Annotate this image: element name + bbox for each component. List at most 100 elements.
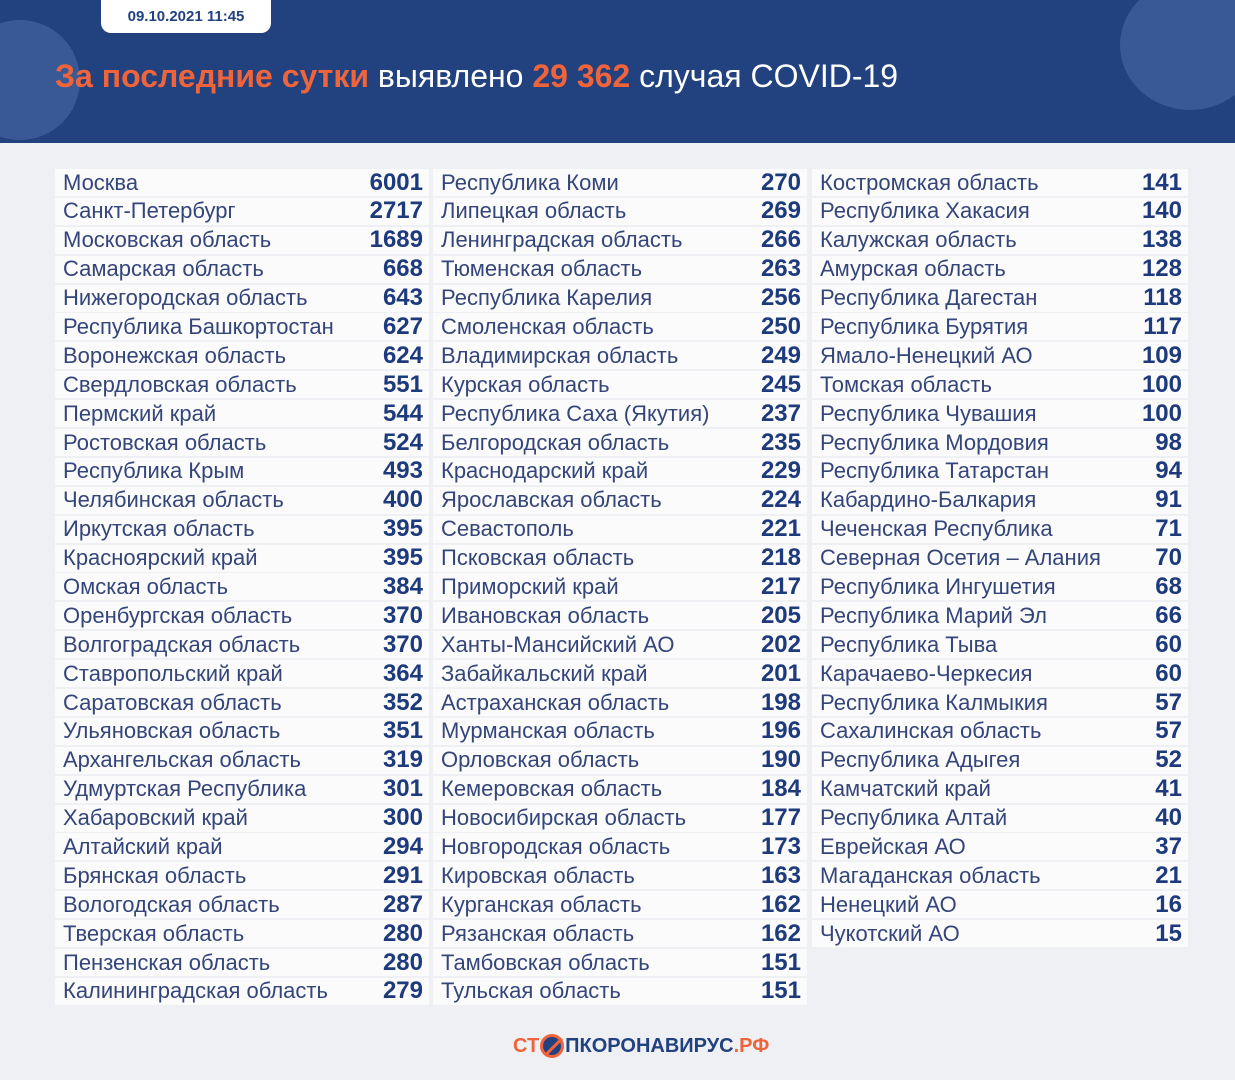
case-count: 279	[382, 977, 423, 1005]
region-name: Севастополь	[441, 516, 574, 542]
region-name: Краснодарский край	[441, 458, 649, 484]
region-name: Московская область	[63, 227, 272, 253]
region-name: Сахалинская область	[820, 718, 1042, 744]
case-count: 266	[760, 226, 801, 254]
case-count: 249	[760, 341, 801, 369]
region-column-1: Москва 6001 Санкт-Петербург 2717 Московская …	[55, 169, 429, 1007]
table-row: Республика Дагестан 118	[812, 284, 1188, 312]
case-count: 100	[1141, 399, 1182, 427]
case-count: 118	[1143, 284, 1182, 312]
region-name: Нижегородская область	[63, 285, 308, 311]
case-count: 1689	[369, 226, 423, 254]
table-row: Архангельская область 319	[55, 746, 429, 774]
case-count: 66	[1155, 601, 1182, 629]
table-row: Республика Хакасия 140	[812, 197, 1188, 225]
table-row: Хабаровский край 300	[55, 804, 429, 832]
region-name: Свердловская область	[63, 371, 297, 397]
case-count: 70	[1155, 544, 1182, 572]
table-row: Ленинградская область 266	[433, 226, 807, 254]
table-row: Волгоградская область 370	[55, 630, 429, 659]
case-count: 117	[1143, 312, 1182, 340]
case-count: 21	[1155, 861, 1182, 889]
table-row: Ярославская область 224	[433, 486, 807, 514]
case-count: 245	[760, 370, 801, 398]
header-banner: 09.10.2021 11:45 За последние сутки выяв…	[0, 0, 1235, 143]
case-count: 6001	[369, 168, 423, 196]
table-row: Псковская область 218	[433, 544, 807, 572]
table-row: Иркутская область 395	[55, 515, 429, 543]
case-count: 151	[760, 948, 801, 976]
region-name: Республика Ингушетия	[820, 573, 1056, 599]
case-count: 235	[760, 428, 801, 456]
region-name: Кемеровская область	[441, 776, 663, 802]
region-name: Алтайский край	[63, 833, 223, 859]
case-count: 395	[382, 544, 423, 572]
table-row: Республика Чувашия 100	[812, 399, 1188, 428]
region-name: Кировская область	[441, 862, 635, 888]
case-count: 300	[382, 804, 423, 832]
table-row: Томская область 100	[812, 371, 1188, 399]
case-count: 94	[1155, 457, 1182, 485]
region-name: Амурская область	[820, 256, 1006, 282]
table-row: Воронежская область 624	[55, 341, 429, 370]
case-count: 250	[760, 312, 801, 340]
region-name: Ульяновская область	[63, 718, 281, 744]
region-name: Новосибирская область	[441, 805, 687, 831]
case-count: 624	[382, 341, 423, 369]
region-name: Республика Алтай	[820, 805, 1008, 831]
case-count: 287	[382, 890, 423, 918]
virus-stop-icon	[540, 1034, 565, 1058]
region-name: Республика Карелия	[441, 285, 653, 311]
region-name: Чеченская Республика	[820, 516, 1053, 542]
case-count: 163	[760, 861, 801, 889]
table-row: Тамбовская область 151	[433, 948, 807, 977]
table-row: Астраханская область 198	[433, 689, 807, 717]
stopkoronavirus-logo: СТ ПКОРОНАВИРУС .РФ	[513, 1034, 770, 1058]
table-row: Республика Ингушетия 68	[812, 573, 1188, 601]
region-name: Калининградская область	[63, 978, 328, 1004]
table-row: Пензенская область 280	[55, 948, 429, 977]
region-name: Брянская область	[63, 862, 247, 888]
region-name: Кабардино-Балкария	[820, 487, 1037, 513]
region-name: Тюменская область	[441, 256, 643, 282]
region-name: Республика Марий Эл	[820, 602, 1047, 628]
region-column-2: Республика Коми 270 Липецкая область 269 Лен…	[433, 169, 807, 1007]
case-count: 370	[382, 630, 423, 658]
table-row: Республика Алтай 40	[812, 804, 1188, 832]
region-name: Костромская область	[820, 169, 1039, 195]
region-name: Вологодская область	[63, 891, 280, 917]
table-row: Чукотский АО 15	[812, 920, 1188, 948]
table-row: Забайкальский край 201	[433, 660, 807, 688]
table-row: Владимирская область 249	[433, 341, 807, 370]
case-count: 364	[382, 659, 423, 687]
case-count: 140	[1141, 197, 1182, 225]
region-name: Еврейская АО	[820, 833, 966, 859]
table-row: Санкт-Петербург 2717	[55, 197, 429, 225]
region-name: Республика Адыгея	[820, 747, 1021, 773]
table-row: Смоленская область 250	[433, 312, 807, 341]
region-name: Курганская область	[441, 891, 642, 917]
region-name: Карачаево-Черкесия	[820, 660, 1033, 686]
table-row: Тульская область 151	[433, 977, 807, 1005]
case-count: 280	[382, 948, 423, 976]
region-name: Воронежская область	[63, 342, 287, 368]
table-row: Курская область 245	[433, 370, 807, 399]
table-row: Кабардино-Балкария 91	[812, 486, 1188, 514]
region-name: Смоленская область	[441, 313, 654, 339]
region-name: Камчатский край	[820, 776, 991, 802]
case-count: 162	[760, 919, 801, 947]
table-row: Республика Карелия 256	[433, 284, 807, 312]
region-name: Рязанская область	[441, 920, 635, 946]
case-count: 184	[760, 775, 801, 803]
region-name: Республика Коми	[441, 169, 619, 195]
region-name: Волгоградская область	[63, 631, 301, 657]
region-name: Саратовская область	[63, 689, 282, 715]
case-count: 524	[382, 428, 423, 456]
case-count: 224	[760, 486, 801, 514]
table-row: Новосибирская область 177	[433, 804, 807, 832]
region-name: Липецкая область	[441, 198, 627, 224]
case-count: 269	[760, 197, 801, 225]
region-name: Пермский край	[63, 400, 217, 426]
region-name: Хабаровский край	[63, 805, 248, 831]
region-name: Владимирская область	[441, 342, 679, 368]
